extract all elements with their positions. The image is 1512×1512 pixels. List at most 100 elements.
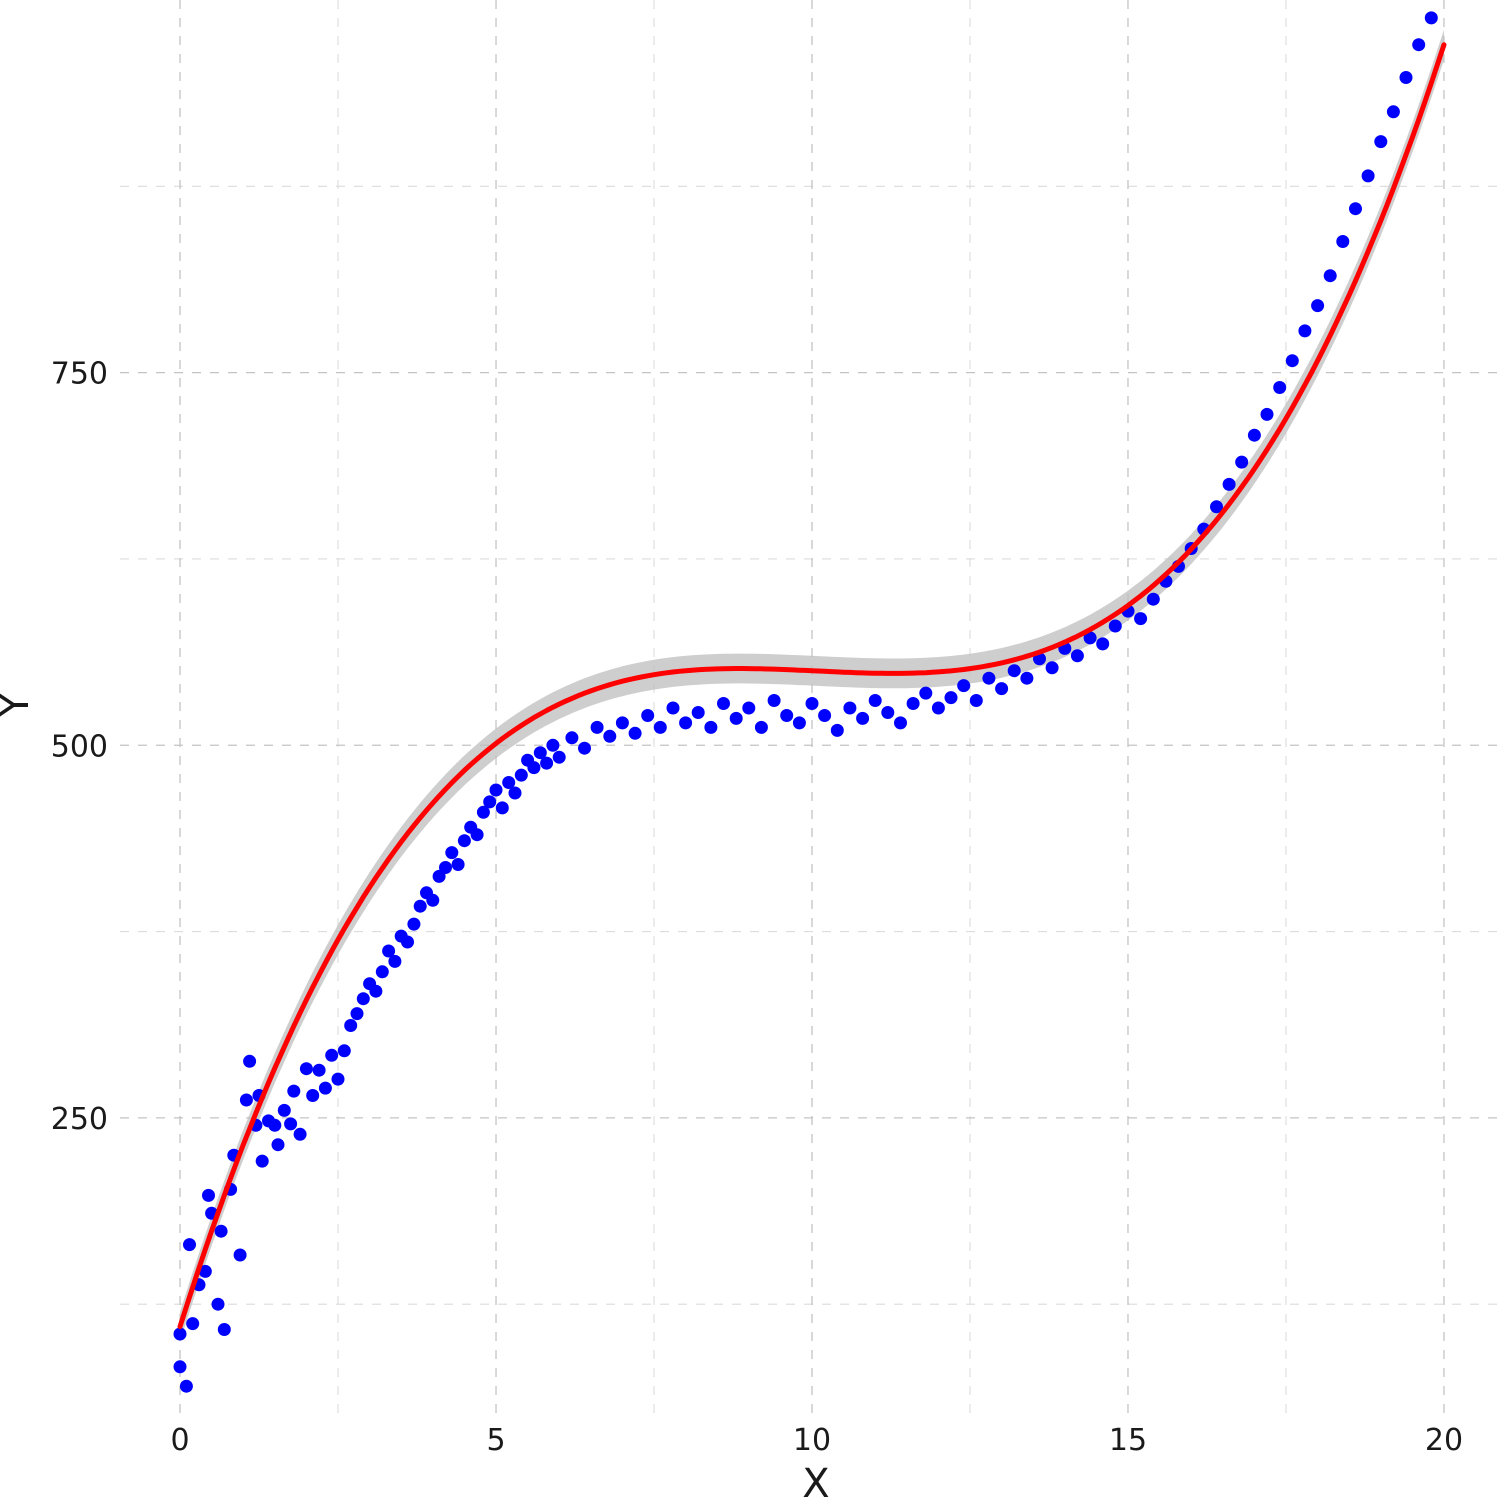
y-tick-label: 750 <box>51 357 108 392</box>
data-point <box>717 697 730 710</box>
data-point <box>792 716 806 730</box>
data-point <box>1210 500 1223 514</box>
data-point <box>1336 235 1350 248</box>
data-point <box>742 701 756 715</box>
fit-line <box>177 42 1447 1330</box>
data-point <box>331 1072 345 1086</box>
data-point <box>944 691 958 705</box>
data-point <box>1134 612 1148 626</box>
data-point <box>1045 661 1059 675</box>
data-point <box>1020 671 1034 685</box>
data-point <box>754 720 768 734</box>
data-point <box>1412 38 1426 52</box>
data-point <box>830 723 844 737</box>
data-point <box>382 944 396 958</box>
data-point <box>369 984 383 998</box>
data-point <box>337 1044 351 1058</box>
data-point <box>881 706 895 719</box>
data-point <box>233 1248 247 1262</box>
data-point <box>1222 477 1236 491</box>
data-point <box>552 750 566 764</box>
data-point <box>805 697 819 710</box>
data-point <box>299 1062 313 1076</box>
data-point <box>628 726 642 740</box>
data-point <box>489 783 503 797</box>
data-point <box>268 1118 282 1132</box>
data-point <box>894 716 907 730</box>
data-point <box>1399 71 1413 84</box>
data-point <box>1374 135 1388 149</box>
tick-labels-layer: 0 5 10 15 20 250 500 750 <box>51 357 1463 1458</box>
data-point <box>982 671 996 685</box>
data-point <box>1070 649 1084 663</box>
data-point <box>843 701 857 715</box>
data-point <box>1235 455 1249 469</box>
data-point <box>527 761 541 775</box>
data-point <box>277 1103 291 1117</box>
x-tick-label: 5 <box>486 1423 505 1458</box>
data-point <box>293 1127 307 1141</box>
data-point <box>1247 428 1261 442</box>
data-point <box>312 1063 326 1077</box>
data-point <box>375 965 389 979</box>
points-layer <box>173 11 1438 1393</box>
data-point <box>179 1379 193 1393</box>
data-point <box>1273 381 1287 394</box>
data-point <box>426 893 440 907</box>
data-point <box>483 795 497 809</box>
data-point <box>514 768 528 782</box>
data-point <box>183 1238 196 1252</box>
data-point <box>271 1138 285 1152</box>
data-point <box>173 1360 187 1374</box>
grid-layer <box>120 0 1504 1416</box>
data-point <box>451 858 465 871</box>
data-point <box>186 1317 200 1331</box>
data-point <box>217 1323 231 1336</box>
data-point <box>476 805 490 819</box>
data-point <box>1146 592 1160 606</box>
data-point <box>318 1081 332 1095</box>
data-point <box>1323 269 1337 283</box>
data-point <box>995 682 1009 696</box>
data-point <box>729 711 743 725</box>
data-point <box>198 1264 212 1278</box>
data-point <box>1108 619 1122 633</box>
data-point <box>1096 637 1110 651</box>
data-point <box>1424 11 1438 25</box>
data-point <box>704 720 718 734</box>
y-axis-title: Y <box>0 692 38 718</box>
data-point <box>239 1093 253 1107</box>
data-point <box>666 701 680 715</box>
data-point <box>508 786 522 800</box>
data-point <box>1311 299 1325 313</box>
data-point <box>1285 354 1299 368</box>
data-point <box>243 1054 257 1068</box>
y-tick-label: 500 <box>51 729 108 764</box>
data-point <box>502 776 516 789</box>
data-point <box>401 935 414 949</box>
data-point <box>344 1019 358 1032</box>
data-point <box>325 1048 339 1062</box>
x-tick-label: 15 <box>1109 1423 1147 1458</box>
y-tick-label: 250 <box>51 1102 108 1137</box>
data-point <box>284 1117 298 1131</box>
data-point <box>615 716 629 730</box>
data-point <box>818 709 832 722</box>
data-point <box>641 709 655 722</box>
data-point <box>350 1007 364 1021</box>
data-point <box>1361 169 1375 183</box>
data-point <box>767 694 781 707</box>
data-point <box>1298 324 1312 338</box>
data-point <box>306 1089 320 1102</box>
data-point <box>533 746 547 760</box>
data-point <box>578 741 591 755</box>
data-point <box>969 694 983 707</box>
data-point <box>603 729 617 743</box>
data-point <box>679 716 693 730</box>
data-point <box>1260 407 1274 421</box>
data-point <box>868 694 882 707</box>
data-point <box>495 801 509 815</box>
data-point <box>540 756 554 770</box>
